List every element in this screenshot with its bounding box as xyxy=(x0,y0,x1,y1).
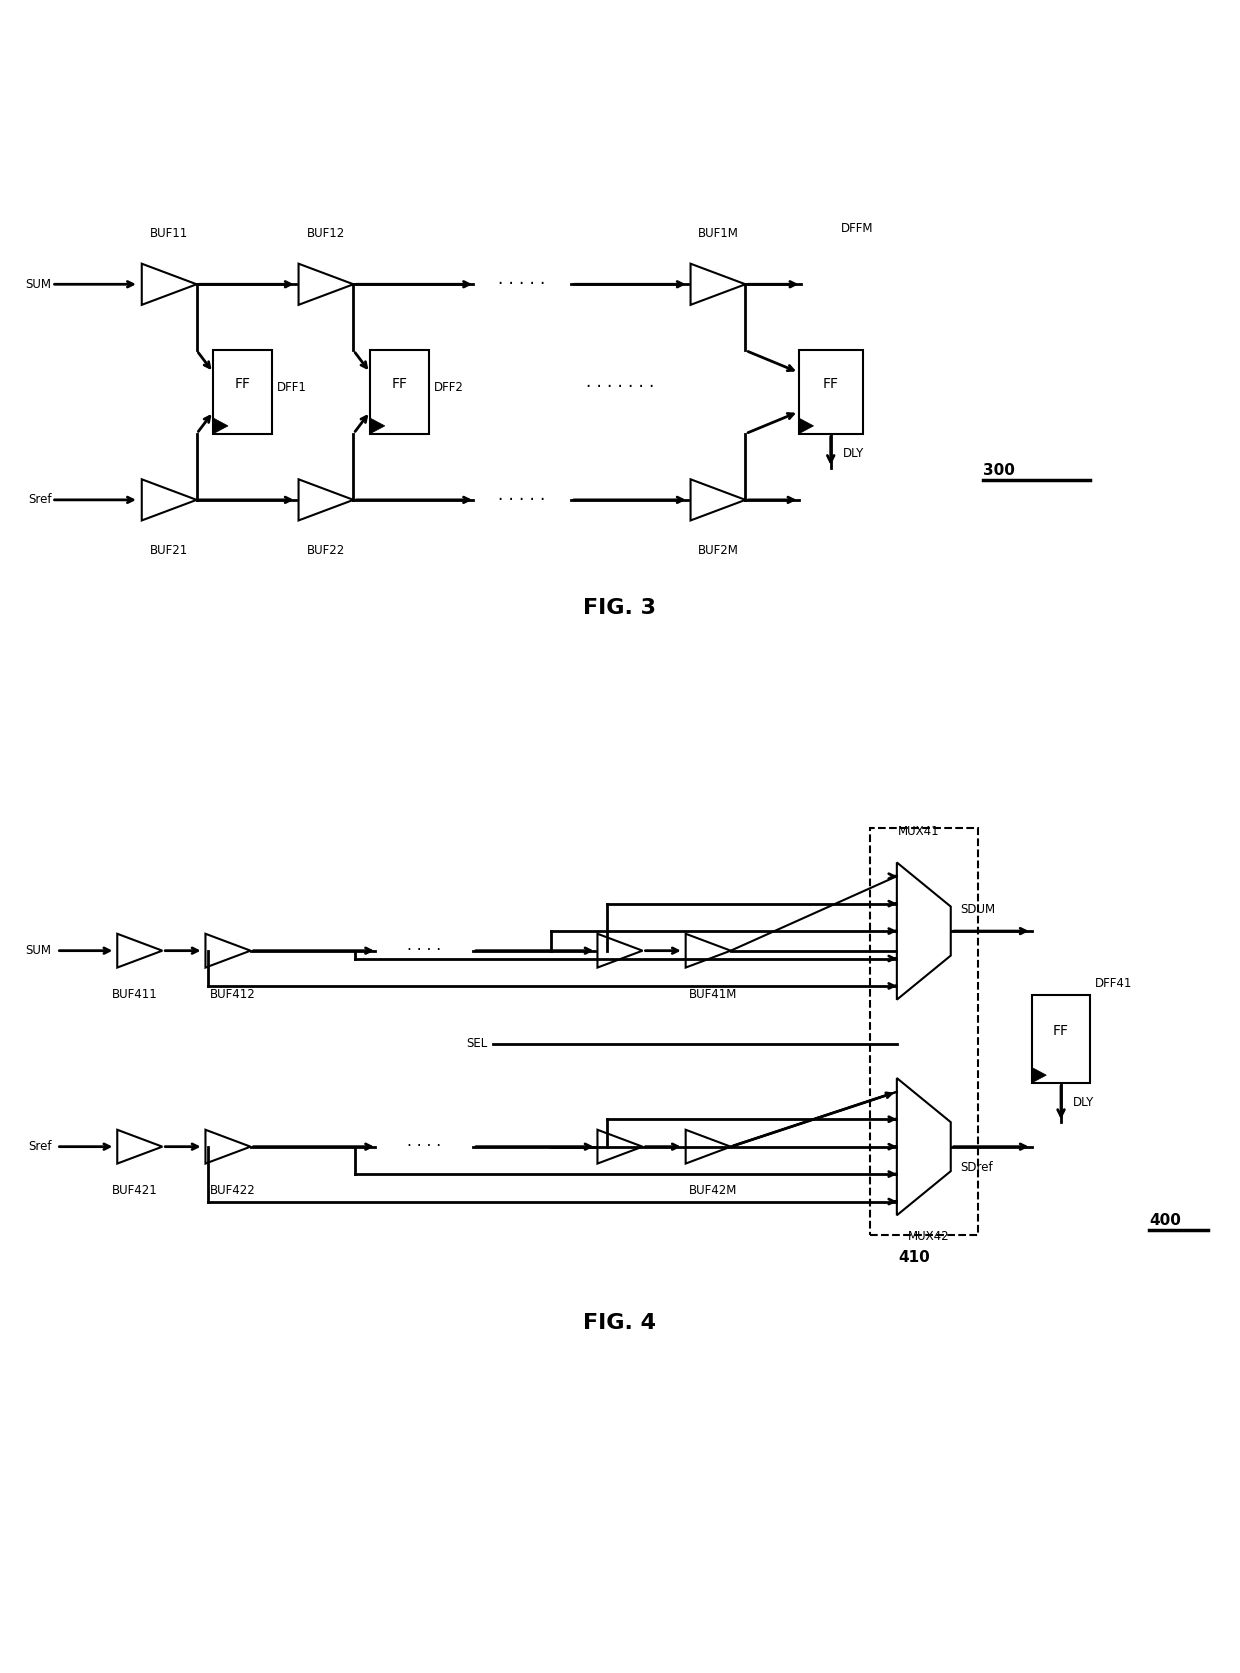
Polygon shape xyxy=(213,418,228,433)
Text: DFF1: DFF1 xyxy=(277,381,306,393)
Text: DLY: DLY xyxy=(1073,1096,1094,1109)
Bar xyxy=(370,350,429,433)
Bar xyxy=(799,350,863,433)
Text: SUM: SUM xyxy=(26,278,52,291)
Text: SEL: SEL xyxy=(466,1037,487,1051)
Text: · · · · ·: · · · · · xyxy=(498,276,546,293)
Text: BUF22: BUF22 xyxy=(306,544,345,557)
Text: FF: FF xyxy=(822,376,838,391)
Text: Sref: Sref xyxy=(29,1141,52,1153)
Text: FF: FF xyxy=(1053,1024,1069,1037)
Text: DFFM: DFFM xyxy=(841,223,873,236)
Text: SDUM: SDUM xyxy=(961,903,996,917)
Text: BUF42M: BUF42M xyxy=(689,1184,738,1196)
Text: · · · ·: · · · · xyxy=(407,1139,441,1154)
Text: BUF411: BUF411 xyxy=(112,989,157,1000)
Text: DFF2: DFF2 xyxy=(434,381,464,393)
Text: BUF11: BUF11 xyxy=(150,228,188,241)
Text: BUF2M: BUF2M xyxy=(698,544,739,557)
Polygon shape xyxy=(799,418,813,433)
Text: FF: FF xyxy=(392,376,408,391)
Text: DFF41: DFF41 xyxy=(1095,977,1132,990)
Text: FIG. 3: FIG. 3 xyxy=(584,597,656,617)
Text: BUF1M: BUF1M xyxy=(698,228,739,241)
Text: BUF422: BUF422 xyxy=(210,1184,255,1196)
Text: 300: 300 xyxy=(982,463,1014,478)
Text: FIG. 4: FIG. 4 xyxy=(584,1313,656,1333)
Text: BUF12: BUF12 xyxy=(306,228,345,241)
Polygon shape xyxy=(1032,1067,1047,1082)
Text: BUF421: BUF421 xyxy=(112,1184,157,1196)
Text: SUM: SUM xyxy=(26,944,52,957)
Bar xyxy=(870,828,977,1235)
Text: FF: FF xyxy=(234,376,250,391)
Bar xyxy=(1032,995,1090,1082)
Text: · · · ·: · · · · xyxy=(407,944,441,959)
Text: BUF41M: BUF41M xyxy=(689,989,738,1000)
Text: BUF412: BUF412 xyxy=(210,989,255,1000)
Polygon shape xyxy=(370,418,384,433)
Text: 400: 400 xyxy=(1149,1213,1180,1228)
Text: MUX41: MUX41 xyxy=(898,825,940,838)
Text: SDref: SDref xyxy=(961,1161,993,1174)
Bar xyxy=(213,350,272,433)
Text: DLY: DLY xyxy=(842,447,864,460)
Text: 410: 410 xyxy=(898,1250,930,1265)
Text: Sref: Sref xyxy=(29,494,52,507)
Text: · · · · · · ·: · · · · · · · xyxy=(585,378,655,397)
Text: MUX42: MUX42 xyxy=(908,1230,950,1243)
Text: · · · · ·: · · · · · xyxy=(498,490,546,509)
Text: BUF21: BUF21 xyxy=(150,544,188,557)
